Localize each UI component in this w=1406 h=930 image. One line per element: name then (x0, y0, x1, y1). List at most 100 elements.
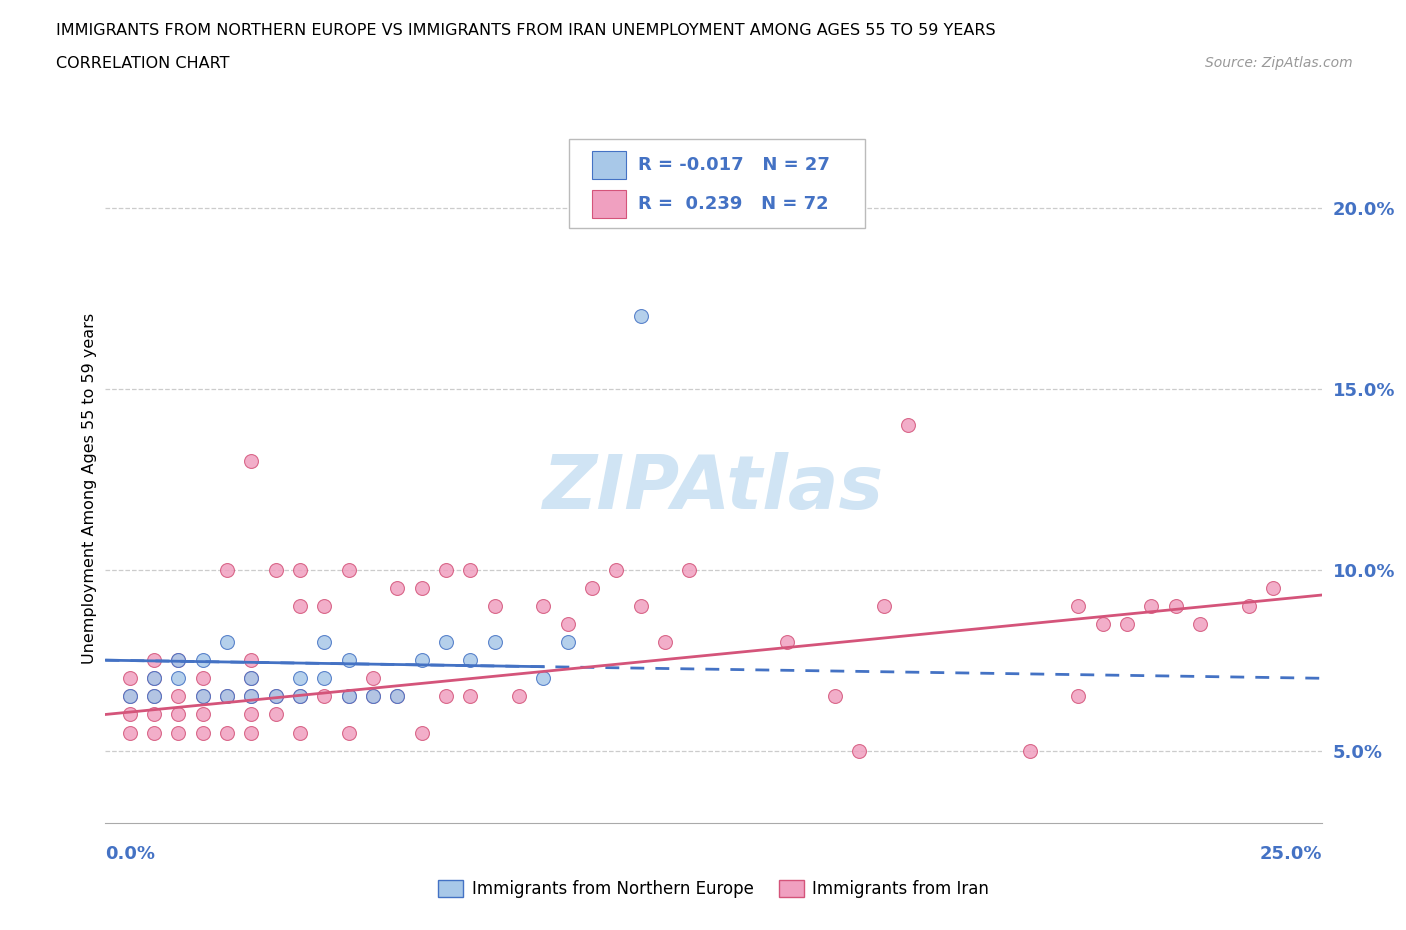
Point (387, 689, 409, 704)
Text: 25.0%: 25.0% (1260, 844, 1322, 863)
Point (240, 689, 263, 704)
Point (387, 689, 409, 704)
Point (217, 689, 239, 704)
Point (167, 653, 190, 668)
Point (143, 689, 166, 704)
Point (191, 725, 214, 740)
Point (288, 563, 311, 578)
Point (240, 454, 263, 469)
Point (458, 689, 481, 704)
Point (873, 598, 896, 613)
Point (411, 653, 433, 668)
Text: Source: ZipAtlas.com: Source: ZipAtlas.com (1205, 56, 1353, 70)
Point (387, 580, 409, 595)
Point (118, 725, 141, 740)
Point (167, 671, 190, 685)
Point (167, 653, 190, 668)
Point (337, 689, 360, 704)
Point (411, 725, 433, 740)
Point (288, 725, 311, 740)
Point (775, 634, 797, 649)
Text: 0.0%: 0.0% (105, 844, 156, 863)
Point (484, 634, 506, 649)
Point (191, 707, 214, 722)
Point (288, 689, 311, 704)
Point (264, 689, 287, 704)
Point (118, 689, 141, 704)
Point (581, 580, 603, 595)
Point (264, 563, 287, 578)
Point (531, 671, 554, 685)
Point (848, 743, 870, 758)
Point (217, 725, 239, 740)
Point (118, 689, 141, 704)
Point (630, 598, 652, 613)
Point (557, 634, 579, 649)
Point (1116, 617, 1139, 631)
Point (605, 563, 627, 578)
Point (824, 689, 846, 704)
Point (288, 598, 311, 613)
Point (118, 671, 141, 685)
Point (1164, 598, 1187, 613)
Point (240, 725, 263, 740)
Point (434, 689, 457, 704)
Point (288, 671, 311, 685)
Point (434, 563, 457, 578)
Point (557, 617, 579, 631)
Point (1067, 598, 1090, 613)
Point (337, 563, 360, 578)
Point (143, 707, 166, 722)
Point (167, 725, 190, 740)
Point (361, 689, 384, 704)
Point (143, 671, 166, 685)
Point (411, 580, 433, 595)
Legend: Immigrants from Northern Europe, Immigrants from Iran: Immigrants from Northern Europe, Immigra… (432, 873, 995, 905)
Point (217, 689, 239, 704)
Point (314, 689, 336, 704)
Point (143, 725, 166, 740)
Point (897, 418, 920, 432)
Point (1067, 689, 1090, 704)
Point (264, 707, 287, 722)
Point (143, 653, 166, 668)
Point (1261, 580, 1284, 595)
Point (288, 689, 311, 704)
Point (630, 309, 652, 324)
Text: R = -0.017   N = 27: R = -0.017 N = 27 (638, 155, 830, 174)
Y-axis label: Unemployment Among Ages 55 to 59 years: Unemployment Among Ages 55 to 59 years (82, 312, 97, 664)
Point (361, 689, 384, 704)
Point (240, 689, 263, 704)
Point (314, 598, 336, 613)
Point (167, 707, 190, 722)
Text: R =  0.239   N = 72: R = 0.239 N = 72 (638, 194, 830, 213)
Point (240, 707, 263, 722)
Point (458, 563, 481, 578)
Point (264, 689, 287, 704)
Point (1018, 743, 1040, 758)
Point (240, 653, 263, 668)
Point (1140, 598, 1163, 613)
Point (678, 563, 700, 578)
Point (240, 671, 263, 685)
Point (191, 671, 214, 685)
Point (361, 671, 384, 685)
Point (434, 634, 457, 649)
Point (1189, 617, 1212, 631)
Point (314, 671, 336, 685)
Point (654, 634, 676, 649)
Point (191, 689, 214, 704)
Point (118, 707, 141, 722)
Point (458, 653, 481, 668)
Point (217, 563, 239, 578)
Text: IMMIGRANTS FROM NORTHERN EUROPE VS IMMIGRANTS FROM IRAN UNEMPLOYMENT AMONG AGES : IMMIGRANTS FROM NORTHERN EUROPE VS IMMIG… (56, 23, 995, 38)
Text: CORRELATION CHART: CORRELATION CHART (56, 56, 229, 71)
Point (484, 598, 506, 613)
Point (508, 689, 530, 704)
Point (337, 653, 360, 668)
Point (531, 598, 554, 613)
Point (1237, 598, 1260, 613)
Point (240, 671, 263, 685)
Point (167, 689, 190, 704)
Point (1091, 617, 1114, 631)
